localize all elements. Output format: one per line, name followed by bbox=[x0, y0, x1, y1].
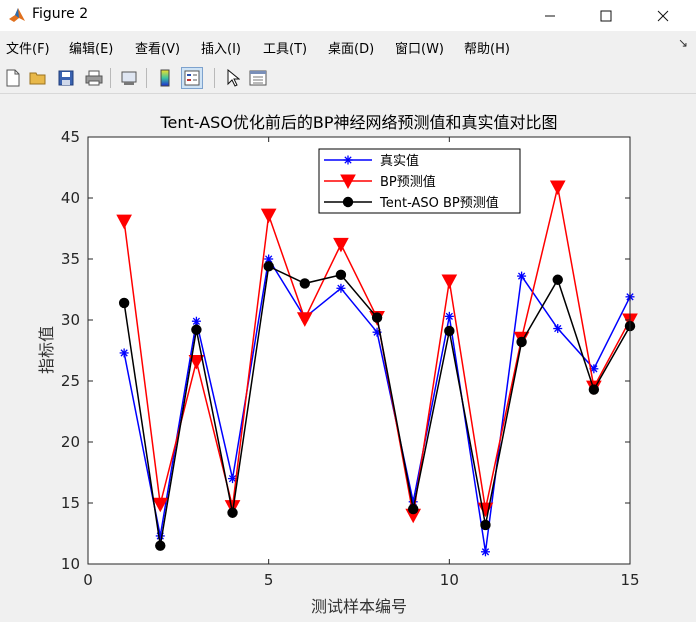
legend[interactable]: 真实值 BP预测值 Tent-ASO BP预测值 bbox=[318, 148, 521, 214]
data-point-s0-2 bbox=[191, 316, 201, 326]
data-point-s0-0 bbox=[119, 348, 129, 358]
x-tick-label: 10 bbox=[440, 571, 459, 589]
link-plot-icon[interactable] bbox=[118, 67, 140, 89]
y-axis-label: 指标值 bbox=[37, 326, 56, 374]
menu-bar: 文件(F) 编辑(E) 查看(V) 插入(I) 工具(T) 桌面(D) 窗口(W… bbox=[0, 34, 696, 60]
data-point-s2-6 bbox=[335, 269, 347, 281]
y-tick-label: 30 bbox=[61, 311, 80, 329]
x-tick-label: 0 bbox=[83, 571, 93, 589]
data-point-s0-6 bbox=[336, 283, 346, 293]
data-point-s0-9 bbox=[444, 311, 454, 321]
data-point-s0-12 bbox=[553, 324, 563, 334]
menu-insert[interactable]: 插入(I) bbox=[201, 42, 241, 57]
y-tick-label: 15 bbox=[61, 494, 80, 512]
data-point-s1-5 bbox=[296, 312, 313, 327]
y-tick-label: 40 bbox=[61, 189, 80, 207]
figure-canvas: 0 5 10 15 10 15 20 25 30 35 40 45 Tent-ASO优化前后的BP神经… bbox=[0, 94, 696, 618]
menu-file[interactable]: 文件(F) bbox=[6, 42, 50, 57]
close-icon[interactable] bbox=[640, 0, 686, 31]
data-point-s2-5 bbox=[299, 278, 310, 289]
data-point-s1-9 bbox=[441, 274, 458, 290]
y-tick-label: 35 bbox=[61, 250, 80, 268]
legend-marker-1 bbox=[340, 174, 356, 190]
legend-label-bp: BP预测值 bbox=[380, 174, 436, 190]
data-point-s1-4 bbox=[260, 208, 277, 224]
insert-colorbar-icon[interactable] bbox=[154, 67, 176, 89]
menu-tools[interactable]: 工具(T) bbox=[263, 42, 308, 57]
data-point-s2-11 bbox=[516, 336, 527, 348]
menu-help[interactable]: 帮助(H) bbox=[464, 42, 510, 57]
data-point-s2-8 bbox=[408, 503, 419, 515]
data-point-s2-12 bbox=[552, 274, 563, 285]
insert-legend-icon[interactable] bbox=[181, 67, 203, 89]
y-tick-label: 25 bbox=[61, 372, 80, 390]
data-point-s1-3 bbox=[224, 500, 241, 515]
menu-desktop[interactable]: 桌面(D) bbox=[328, 42, 375, 57]
x-tick-label: 15 bbox=[620, 571, 639, 589]
legend-marker-0 bbox=[343, 155, 353, 165]
data-point-s2-2 bbox=[191, 324, 202, 335]
edit-plot-icon[interactable] bbox=[222, 67, 244, 89]
series-layer bbox=[116, 180, 638, 557]
new-figure-icon[interactable] bbox=[2, 67, 24, 89]
toolbar-separator bbox=[110, 68, 111, 88]
data-point-s2-4 bbox=[263, 261, 274, 272]
data-point-s2-13 bbox=[588, 384, 600, 395]
property-inspector-icon[interactable] bbox=[247, 67, 269, 89]
data-point-s1-0 bbox=[116, 214, 132, 230]
menu-edit[interactable]: 编辑(E) bbox=[69, 42, 114, 57]
data-point-s1-12 bbox=[549, 180, 566, 196]
x-tick-label: 5 bbox=[264, 571, 274, 589]
menu-close-icon[interactable]: ↘ bbox=[677, 36, 688, 50]
data-point-s0-1 bbox=[155, 531, 165, 541]
maximize-icon[interactable] bbox=[583, 0, 629, 31]
print-icon[interactable] bbox=[83, 67, 105, 89]
open-file-icon[interactable] bbox=[27, 67, 49, 89]
data-point-s1-2 bbox=[188, 354, 205, 370]
y-tick-label: 10 bbox=[61, 555, 80, 573]
legend-marker-2 bbox=[342, 196, 354, 208]
data-point-s1-6 bbox=[333, 237, 349, 253]
axes-layer: 0 5 10 15 10 15 20 25 30 35 40 45 bbox=[61, 128, 640, 589]
data-point-s2-0 bbox=[118, 297, 130, 309]
legend-label-true: 真实值 bbox=[380, 153, 419, 169]
matlab-app-icon bbox=[8, 6, 26, 24]
toolbar-separator bbox=[146, 68, 147, 88]
line-chart: 0 5 10 15 10 15 20 25 30 35 40 45 Tent-ASO优化前后的BP神经… bbox=[37, 113, 640, 616]
data-point-s1-1 bbox=[152, 497, 169, 513]
data-point-s0-10 bbox=[480, 547, 490, 557]
window-title: Figure 2 bbox=[32, 6, 89, 22]
data-point-s0-11 bbox=[517, 271, 527, 281]
axes-box bbox=[87, 136, 631, 565]
toolbar-separator bbox=[214, 68, 215, 88]
y-tick-label: 45 bbox=[61, 128, 80, 146]
data-point-s2-7 bbox=[371, 312, 383, 323]
data-point-s2-9 bbox=[444, 325, 455, 337]
data-point-s2-10 bbox=[480, 519, 491, 531]
y-tick-label: 20 bbox=[61, 433, 80, 451]
figure-toolbar bbox=[0, 63, 696, 94]
data-point-s2-1 bbox=[155, 540, 166, 551]
data-point-s2-3 bbox=[227, 507, 238, 518]
x-axis-label: 测试样本编号 bbox=[311, 597, 407, 616]
minimize-icon[interactable] bbox=[527, 0, 573, 31]
save-icon[interactable] bbox=[55, 67, 77, 89]
menu-window[interactable]: 窗口(W) bbox=[395, 42, 444, 57]
chart-title: Tent-ASO优化前后的BP神经网络预测值和真实值对比图 bbox=[159, 113, 557, 132]
legend-label-tent-aso: Tent-ASO BP预测值 bbox=[379, 195, 499, 211]
menu-view[interactable]: 查看(V) bbox=[135, 42, 181, 57]
window-title-bar: Figure 2 bbox=[0, 0, 696, 31]
